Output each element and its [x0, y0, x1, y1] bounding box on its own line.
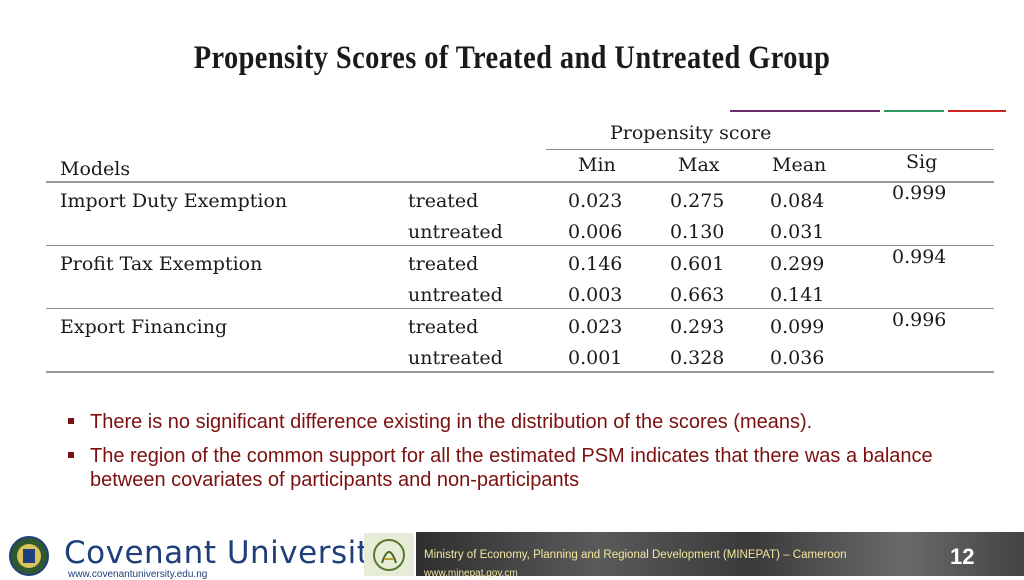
propensity-table: Propensity score Models Min Max Mean Sig… [46, 118, 996, 374]
group-header-rule [546, 149, 994, 150]
footer-banner [416, 532, 1024, 576]
header-rule [46, 181, 994, 183]
max-value: 0.601 [670, 253, 725, 275]
bullet-list: There is no significant difference exist… [68, 410, 1008, 502]
covenant-university-crest-icon [9, 536, 49, 576]
accent-line-green [884, 110, 944, 112]
min-value: 0.146 [568, 253, 623, 275]
ministry-url[interactable]: www.minepat.gov.cm [424, 568, 518, 579]
bullet-text: There is no significant difference exist… [90, 411, 813, 433]
university-url[interactable]: www.covenantuniversity.edu.ng [68, 569, 208, 580]
slide-title: Propensity Scores of Treated and Untreat… [193, 40, 831, 76]
accent-line-purple [730, 110, 880, 112]
minepat-logo [364, 533, 414, 576]
ministry-name: Ministry of Economy, Planning and Region… [424, 549, 847, 561]
min-value: 0.006 [568, 221, 623, 243]
minepat-emblem-icon [373, 539, 405, 571]
min-value: 0.001 [568, 347, 623, 369]
group-label: treated [408, 253, 479, 275]
mean-value: 0.099 [770, 316, 825, 338]
max-value: 0.663 [670, 284, 725, 306]
table-bottom-rule [46, 371, 994, 373]
group-header: Propensity score [610, 122, 772, 144]
group-label: untreated [408, 347, 503, 369]
bullet-text: The region of the common support for all… [90, 445, 933, 491]
max-value: 0.130 [670, 221, 725, 243]
university-name: Covenant University [64, 535, 389, 571]
mean-value: 0.084 [770, 190, 825, 212]
page-number: 12 [950, 544, 975, 569]
min-value: 0.023 [568, 316, 623, 338]
group-label: untreated [408, 284, 503, 306]
model-name: Profit Tax Exemption [60, 253, 263, 275]
model-name: Export Financing [60, 316, 228, 338]
group-label: treated [408, 316, 479, 338]
group-label: treated [408, 190, 479, 212]
max-value: 0.275 [670, 190, 725, 212]
header-models: Models [60, 158, 131, 180]
header-min: Min [578, 154, 616, 176]
mean-value: 0.141 [770, 284, 825, 306]
min-value: 0.003 [568, 284, 623, 306]
max-value: 0.328 [670, 347, 725, 369]
header-sig: Sig [906, 151, 938, 173]
bullet-item: The region of the common support for all… [68, 444, 1008, 492]
bullet-square-icon [68, 452, 74, 458]
group-label: untreated [408, 221, 503, 243]
min-value: 0.023 [568, 190, 623, 212]
mean-value: 0.036 [770, 347, 825, 369]
sig-value: 0.994 [892, 246, 947, 268]
header-max: Max [678, 154, 720, 176]
sig-value: 0.999 [892, 182, 947, 204]
row-divider [46, 245, 994, 246]
mean-value: 0.031 [770, 221, 825, 243]
header-mean: Mean [772, 154, 827, 176]
sig-value: 0.996 [892, 309, 947, 331]
bullet-square-icon [68, 418, 74, 424]
row-divider [46, 308, 994, 309]
max-value: 0.293 [670, 316, 725, 338]
accent-line-red [948, 110, 1006, 112]
bullet-item: There is no significant difference exist… [68, 410, 1008, 434]
model-name: Import Duty Exemption [60, 190, 288, 212]
mean-value: 0.299 [770, 253, 825, 275]
